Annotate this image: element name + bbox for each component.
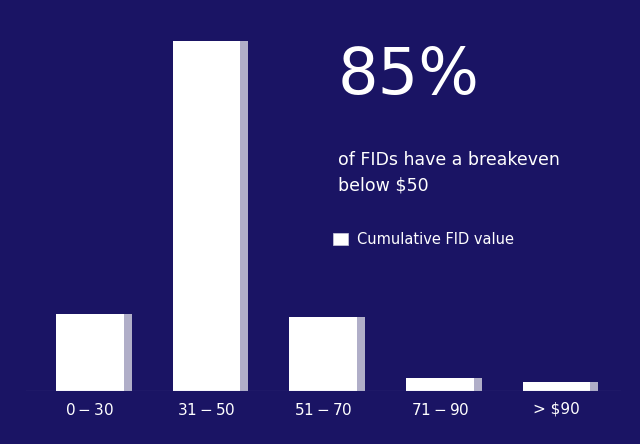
Bar <box>56 314 124 391</box>
Bar <box>178 388 246 391</box>
Bar <box>523 382 591 391</box>
Bar <box>588 382 598 391</box>
Text: 85%: 85% <box>338 45 480 107</box>
Bar <box>289 317 357 391</box>
Bar <box>471 378 482 391</box>
Text: of FIDs have a breakeven
below $50: of FIDs have a breakeven below $50 <box>338 151 560 194</box>
Bar <box>121 314 131 391</box>
Bar <box>528 388 596 391</box>
Legend: Cumulative FID value: Cumulative FID value <box>333 232 514 247</box>
Bar <box>173 41 241 391</box>
Bar <box>61 388 129 391</box>
Bar <box>355 317 365 391</box>
Bar <box>237 41 248 391</box>
Bar <box>294 388 362 391</box>
Bar <box>412 388 479 391</box>
Bar <box>406 378 474 391</box>
